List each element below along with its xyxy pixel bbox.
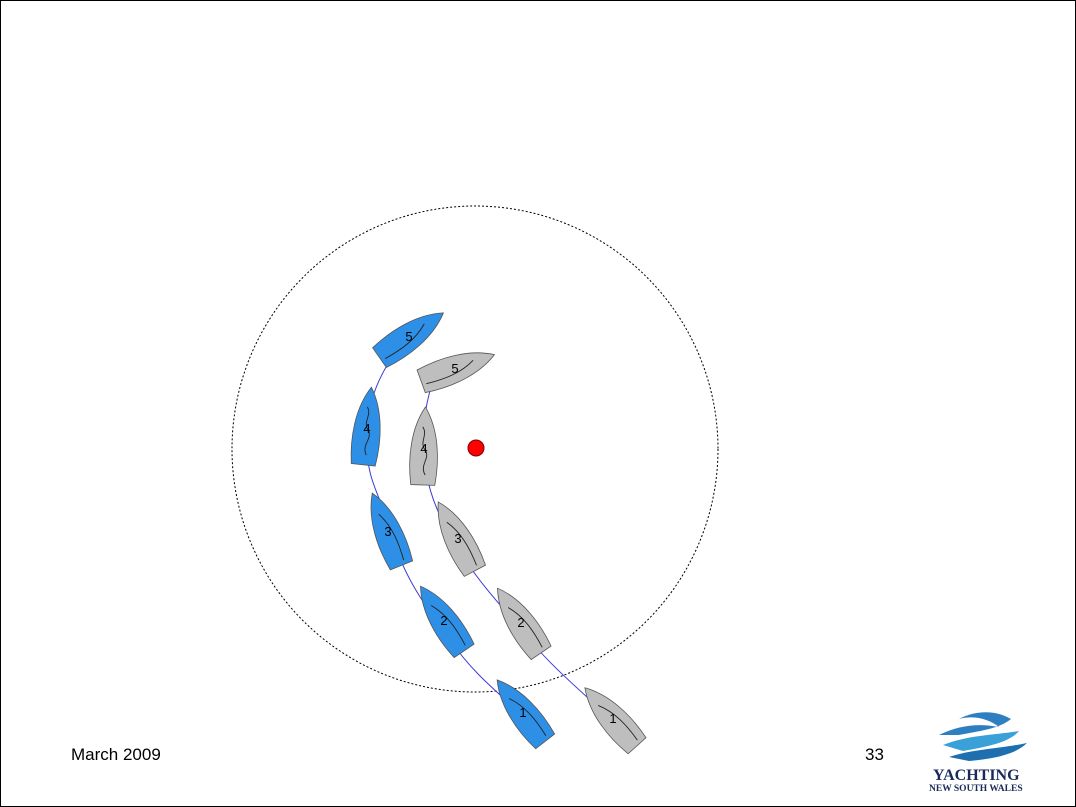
logo-wave-icon	[939, 712, 1011, 735]
grey-boat-4: 4	[409, 406, 438, 486]
blue-boat-3: 3	[370, 492, 414, 571]
zone-circle	[231, 205, 719, 693]
blue-boat-1: 1	[496, 679, 556, 750]
blue-boat-hull	[420, 585, 475, 659]
blue-boat-2: 2	[420, 585, 475, 659]
blue-boat-label: 3	[384, 524, 391, 539]
blue-boat-label: 1	[519, 705, 526, 720]
grey-boat-label: 3	[454, 531, 461, 546]
blue-boat-hull	[350, 386, 381, 467]
logo-wave-icon	[943, 731, 1019, 751]
grey-boat-label: 1	[609, 711, 616, 726]
blue-boat-hull	[372, 312, 445, 368]
page-number: 33	[865, 745, 884, 764]
grey-boat-sail	[426, 359, 474, 385]
grey-boat-1: 1	[584, 687, 647, 755]
grey-boat-sail	[597, 705, 638, 741]
grey-boat-hull	[497, 587, 552, 661]
grey-boat-label: 2	[517, 615, 524, 630]
boats: 1 2 3 4 5 1 2 3 4 5	[350, 312, 647, 755]
grey-boat-label: 5	[451, 361, 458, 376]
logo-line1: YACHTING	[933, 767, 1020, 784]
blue-boat-sail	[364, 406, 370, 456]
grey-boat-5: 5	[416, 352, 496, 394]
blue-boat-5: 5	[372, 312, 445, 368]
grey-boat-sail	[422, 426, 428, 476]
grey-boat-label: 4	[420, 441, 427, 456]
yachting-nsw-logo: YACHTING NEW SOUTH WALES	[929, 712, 1027, 793]
grey-boat-2: 2	[497, 587, 552, 661]
footer-date: March 2009	[71, 745, 161, 764]
grey-boat-sail	[446, 521, 477, 566]
logo-wave-icon	[949, 743, 1027, 761]
blue-boat-label: 2	[440, 613, 447, 628]
logo-line2: NEW SOUTH WALES	[929, 784, 1023, 793]
blue-boat-hull	[496, 679, 556, 750]
blue-boat-sail	[384, 323, 425, 360]
grey-boat-hull	[584, 687, 647, 755]
blue-boat-4: 4	[350, 386, 381, 467]
grey-boat-3: 3	[437, 501, 486, 577]
grey-boat-sail	[507, 607, 543, 648]
blue-boat-sail	[430, 605, 466, 646]
mark	[467, 439, 485, 457]
blue-boat-label: 5	[405, 329, 412, 344]
blue-boat-sail	[508, 698, 547, 736]
blue-boat-label: 4	[363, 421, 370, 436]
blue-boat-sail	[378, 513, 405, 561]
